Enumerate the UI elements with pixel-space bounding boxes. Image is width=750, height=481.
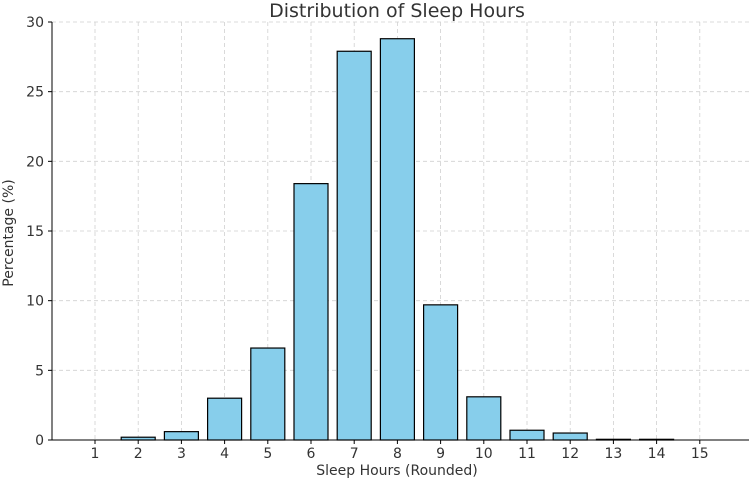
bar-9: [423, 304, 459, 441]
y-tick-label: 0: [35, 433, 44, 449]
y-tick-label: 20: [26, 154, 44, 170]
x-tick-label: 14: [648, 446, 666, 462]
x-tick-label: 11: [518, 446, 536, 462]
chart-title: Distribution of Sleep Hours: [269, 0, 525, 22]
x-axis-label: Sleep Hours (Rounded): [316, 463, 478, 479]
bars: [120, 38, 675, 441]
bar-12: [552, 432, 588, 441]
bar-7: [336, 50, 372, 441]
x-tick-label: 6: [307, 446, 316, 462]
x-tick-label: 1: [91, 446, 100, 462]
y-tick-label: 10: [26, 294, 44, 310]
y-tick-label: 5: [35, 363, 44, 379]
y-tick-label: 30: [26, 15, 44, 31]
bar-3: [163, 431, 199, 441]
x-tick-label: 12: [561, 446, 579, 462]
x-tick-label: 8: [393, 446, 402, 462]
bar-10: [466, 396, 502, 441]
x-tick-label: 4: [220, 446, 229, 462]
bar-5: [250, 347, 286, 441]
x-tick-label: 7: [350, 446, 359, 462]
x-tick-label: 5: [263, 446, 272, 462]
bar-6: [293, 183, 329, 441]
y-tick-label: 15: [26, 224, 44, 240]
bar-4: [207, 397, 243, 441]
x-tick-label: 3: [177, 446, 186, 462]
bar-11: [509, 429, 545, 441]
x-tick-label: 10: [475, 446, 493, 462]
x-tick-label: 2: [134, 446, 143, 462]
bar-8: [379, 38, 415, 441]
x-tick-label: 9: [436, 446, 445, 462]
y-tick-label: 25: [26, 85, 44, 101]
x-tick-label: 15: [691, 446, 709, 462]
x-tick-label: 13: [604, 446, 622, 462]
y-axis-label: Percentage (%): [1, 179, 17, 286]
